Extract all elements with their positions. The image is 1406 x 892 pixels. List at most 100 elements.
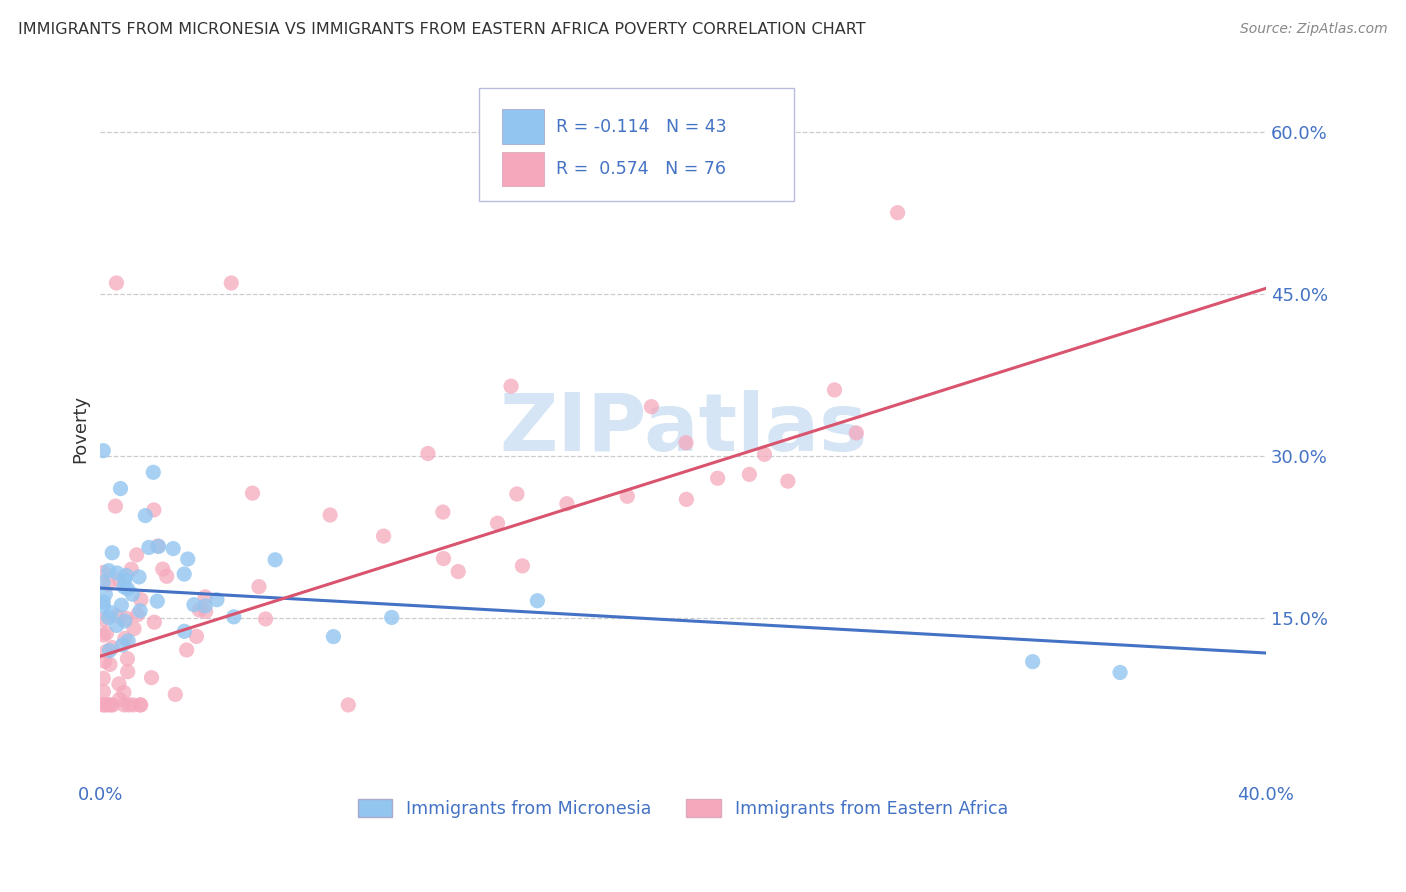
Point	[845, 425, 868, 440]
Point	[111, 638, 134, 652]
Point	[129, 698, 152, 712]
Point	[127, 607, 149, 622]
Legend: Immigrants from Micronesia, Immigrants from Eastern Africa: Immigrants from Micronesia, Immigrants f…	[352, 792, 1015, 825]
Text: R =  0.574   N = 76: R = 0.574 N = 76	[555, 160, 725, 178]
Point	[100, 698, 122, 712]
Point	[121, 587, 143, 601]
Point	[91, 599, 114, 614]
Point	[146, 539, 169, 553]
Point	[373, 529, 395, 543]
Point	[94, 587, 117, 601]
Point	[222, 610, 245, 624]
Point	[555, 497, 578, 511]
Point	[112, 698, 135, 712]
Point	[486, 516, 509, 530]
Point	[219, 276, 242, 290]
Point	[91, 566, 114, 580]
Point	[117, 652, 139, 666]
Point	[98, 657, 121, 672]
Point	[93, 698, 115, 712]
Point	[96, 644, 118, 658]
Point	[108, 692, 131, 706]
Point	[108, 677, 131, 691]
Point	[143, 615, 166, 629]
Point	[156, 569, 179, 583]
Point	[91, 613, 114, 627]
Point	[117, 582, 139, 596]
Point	[129, 698, 152, 712]
Point	[506, 487, 529, 501]
Point	[176, 643, 198, 657]
Point	[115, 568, 138, 582]
Point	[242, 486, 264, 500]
Point	[205, 592, 228, 607]
Point	[640, 400, 662, 414]
Point	[1109, 665, 1132, 680]
Point	[91, 575, 114, 590]
Point	[512, 558, 534, 573]
Point	[93, 654, 115, 668]
Text: IMMIGRANTS FROM MICRONESIA VS IMMIGRANTS FROM EASTERN AFRICA POVERTY CORRELATION: IMMIGRANTS FROM MICRONESIA VS IMMIGRANTS…	[18, 22, 866, 37]
Point	[112, 685, 135, 699]
Point	[706, 471, 728, 485]
Point	[101, 546, 124, 560]
Point	[432, 505, 454, 519]
Point	[738, 467, 761, 482]
Point	[432, 551, 454, 566]
Text: R = -0.114   N = 43: R = -0.114 N = 43	[555, 118, 727, 136]
Point	[91, 671, 114, 685]
Point	[173, 624, 195, 639]
Point	[105, 618, 128, 632]
Point	[141, 671, 163, 685]
Point	[105, 276, 128, 290]
FancyBboxPatch shape	[479, 88, 794, 201]
Text: ZIPatlas: ZIPatlas	[499, 390, 868, 468]
Point	[91, 443, 114, 458]
Point	[416, 446, 439, 460]
Point	[114, 632, 136, 646]
Point	[824, 383, 846, 397]
Point	[105, 609, 128, 624]
Point	[117, 665, 139, 679]
Point	[122, 622, 145, 636]
Point	[122, 698, 145, 712]
Point	[526, 593, 548, 607]
Point	[381, 610, 404, 624]
Point	[110, 482, 132, 496]
Point	[101, 698, 124, 712]
Point	[98, 643, 121, 657]
Point	[247, 580, 270, 594]
Point	[91, 698, 114, 712]
Point	[112, 580, 135, 594]
Point	[142, 503, 165, 517]
Point	[110, 598, 132, 612]
Point	[264, 553, 287, 567]
Point	[148, 540, 170, 554]
Point	[319, 508, 342, 522]
Point	[177, 552, 200, 566]
Point	[97, 564, 120, 578]
Point	[754, 447, 776, 461]
Point	[322, 630, 344, 644]
Point	[134, 508, 156, 523]
Point	[105, 566, 128, 580]
Point	[129, 592, 152, 607]
Point	[616, 489, 638, 503]
FancyBboxPatch shape	[502, 152, 544, 186]
Point	[108, 573, 131, 587]
Point	[97, 698, 120, 712]
Point	[337, 698, 360, 712]
Point	[129, 604, 152, 618]
Point	[173, 567, 195, 582]
Point	[115, 611, 138, 625]
Point	[117, 633, 139, 648]
Point	[675, 435, 697, 450]
Point	[886, 205, 908, 219]
Point	[93, 685, 115, 699]
Point	[188, 603, 211, 617]
Point	[104, 499, 127, 513]
Y-axis label: Poverty: Poverty	[72, 395, 89, 463]
Text: Source: ZipAtlas.com: Source: ZipAtlas.com	[1240, 22, 1388, 37]
Point	[194, 590, 217, 604]
FancyBboxPatch shape	[502, 110, 544, 144]
